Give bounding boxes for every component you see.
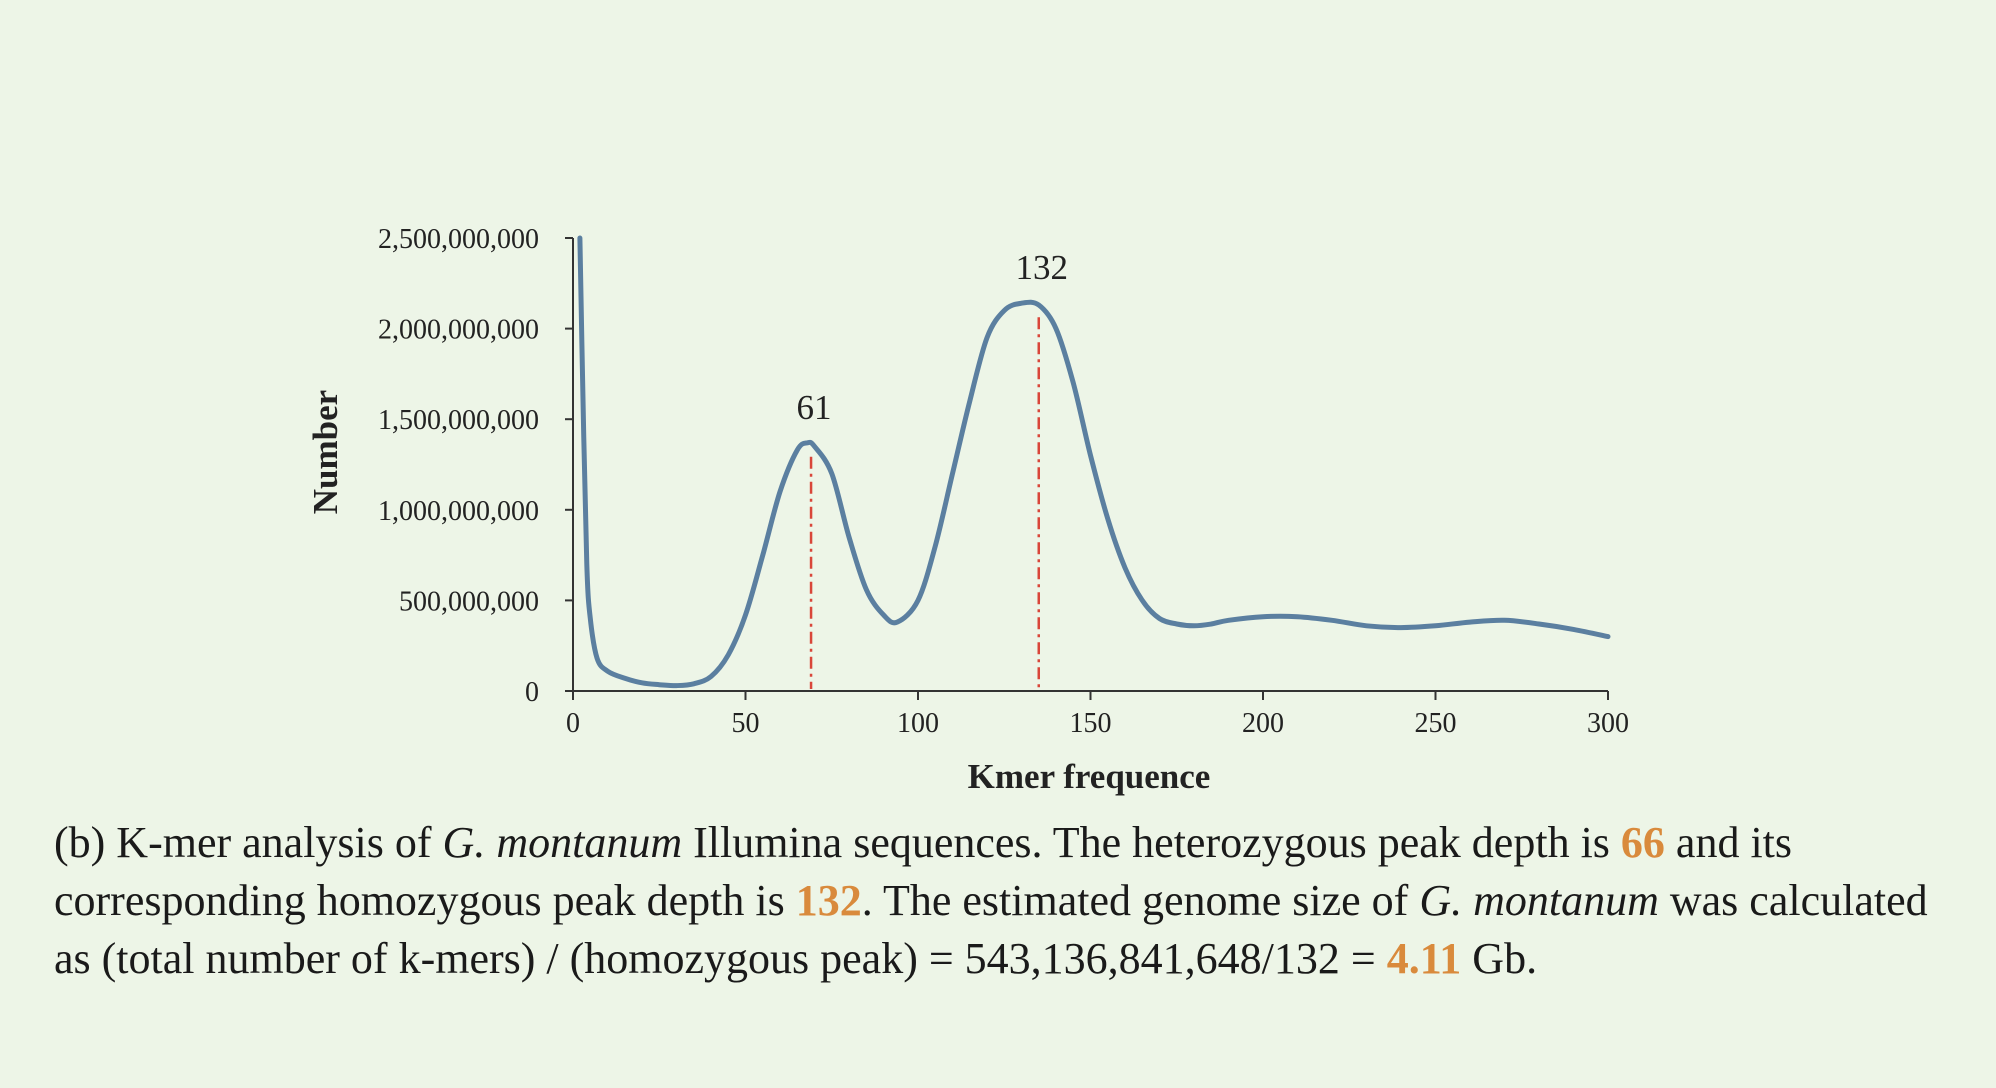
x-tick-label: 300 bbox=[1587, 708, 1629, 739]
kmer-chart: 0 500,000,000 1,000,000,000 1,500,000,000 2,… bbox=[306, 224, 1629, 796]
x-tick-label: 200 bbox=[1242, 708, 1284, 739]
y-tick-label: 500,000,000 bbox=[399, 586, 539, 617]
caption-text-3: and its corresponding homozygous peak de… bbox=[54, 818, 1793, 925]
caption-species-2: G. montanum bbox=[1419, 876, 1659, 925]
chart-marks: 61 132 bbox=[577, 235, 1611, 689]
y-tick-label: 2,000,000,000 bbox=[378, 315, 539, 346]
x-tick-label: 150 bbox=[1070, 708, 1112, 739]
x-tick-label: 250 bbox=[1415, 708, 1457, 739]
het-peak-depth: 66 bbox=[1620, 818, 1665, 867]
y-axis-label: Number bbox=[306, 390, 345, 514]
caption-species-1: G. montanum bbox=[442, 818, 683, 867]
x-tick-label: 100 bbox=[897, 708, 939, 739]
caption-text-4: . The estimated genome size of bbox=[861, 876, 1420, 925]
caption-text-1: (b) K-mer analysis of bbox=[54, 818, 443, 867]
caption-text-5: was calculated as (total number of k-mer… bbox=[54, 876, 1928, 983]
x-axis-label: Kmer frequence bbox=[968, 757, 1211, 796]
x-tick-label: 50 bbox=[732, 708, 760, 739]
y-tick-label: 1,000,000,000 bbox=[378, 496, 539, 527]
y-tick-label: 1,500,000,000 bbox=[378, 405, 539, 436]
genome-size-value: 4.11 bbox=[1386, 934, 1462, 983]
hom-peak-depth: 132 bbox=[795, 876, 862, 925]
figure-caption: (b) K-mer analysis of G. montanum Illumi… bbox=[54, 814, 1964, 988]
caption-text-2: Illumina sequences. The heterozygous pea… bbox=[682, 818, 1621, 867]
y-tick-label: 0 bbox=[525, 677, 539, 708]
chart-axes: 0 500,000,000 1,000,000,000 1,500,000,000 2,… bbox=[378, 224, 1629, 739]
x-tick-label: 0 bbox=[566, 708, 580, 739]
caption-text-6: Gb. bbox=[1461, 934, 1538, 983]
peak-label: 61 bbox=[797, 388, 832, 427]
y-tick-label: 2,500,000,000 bbox=[378, 224, 539, 255]
kmer-series-line bbox=[577, 235, 1611, 689]
peak-label: 132 bbox=[1016, 248, 1069, 287]
